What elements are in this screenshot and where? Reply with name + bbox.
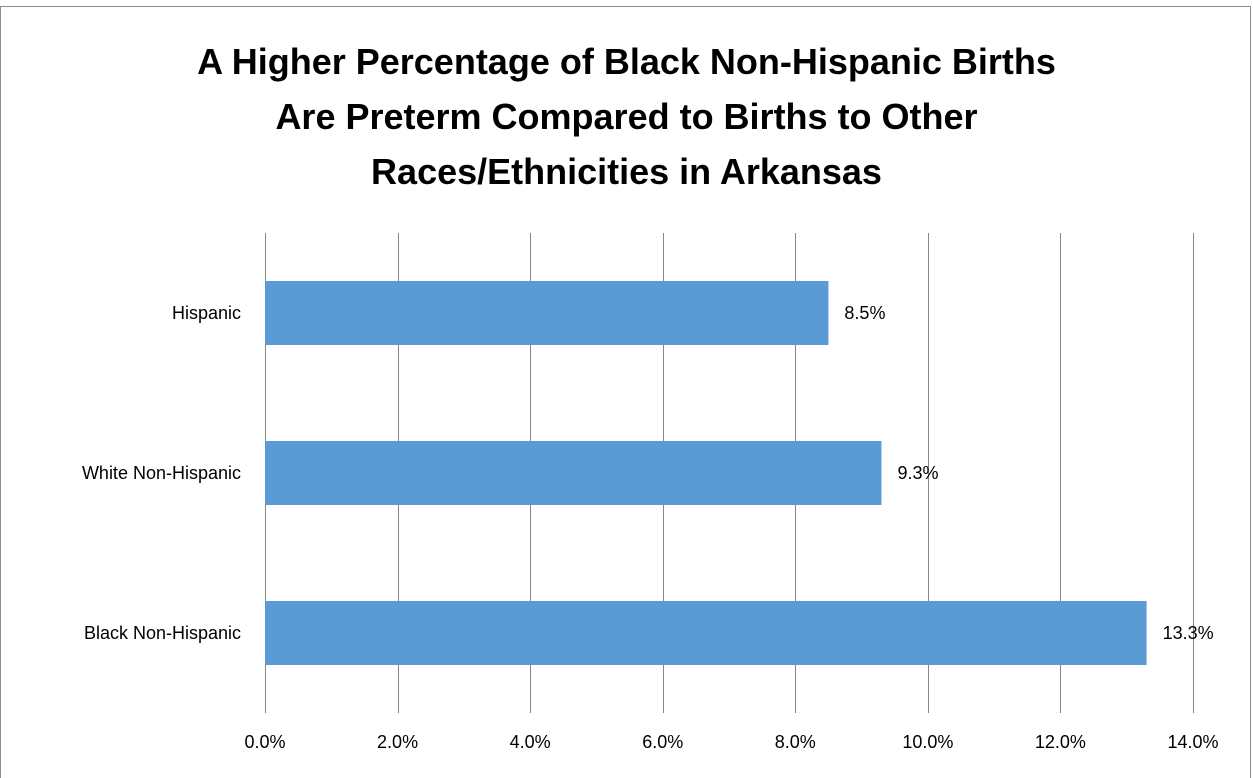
x-tick-label: 6.0% (642, 732, 683, 752)
x-tick-label: 2.0% (377, 732, 418, 752)
category-label: Hispanic (172, 303, 241, 323)
chart-title-line: Races/Ethnicities in Arkansas (371, 151, 882, 192)
x-tick-label: 0.0% (244, 732, 285, 752)
chart-title-line: A Higher Percentage of Black Non-Hispani… (197, 41, 1056, 82)
x-tick-label: 10.0% (902, 732, 953, 752)
x-tick-label: 4.0% (510, 732, 551, 752)
bar (265, 441, 882, 505)
category-label: White Non-Hispanic (82, 463, 241, 483)
x-tick-label: 12.0% (1035, 732, 1086, 752)
chart-title: A Higher Percentage of Black Non-Hispani… (0, 34, 1253, 199)
category-label: Black Non-Hispanic (84, 623, 241, 643)
bar (265, 601, 1147, 665)
data-label: 9.3% (897, 463, 938, 483)
chart-title-line: Are Preterm Compared to Births to Other (275, 96, 978, 137)
bar (265, 281, 829, 345)
data-label: 13.3% (1163, 623, 1214, 643)
data-label: 8.5% (844, 303, 885, 323)
x-tick-label: 14.0% (1167, 732, 1218, 752)
x-tick-label: 8.0% (775, 732, 816, 752)
